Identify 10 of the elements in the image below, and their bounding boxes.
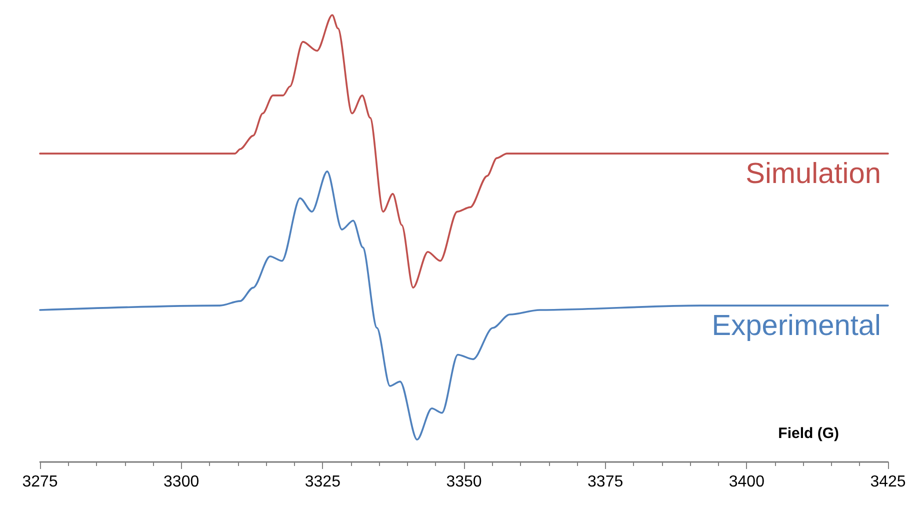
x-tick-label: 3275 [22,474,58,490]
x-tick-label: 3425 [870,474,906,490]
series-label: Experimental [712,310,882,342]
x-axis-title: Field (G) [778,425,840,442]
x-tick-label: 3300 [164,474,200,490]
x-tick-label: 3325 [304,474,341,490]
series-label: Simulation [746,158,882,190]
x-tick-label: 3350 [446,474,482,490]
x-tick-label: 3375 [588,474,624,490]
x-tick-label: 3400 [728,474,765,490]
